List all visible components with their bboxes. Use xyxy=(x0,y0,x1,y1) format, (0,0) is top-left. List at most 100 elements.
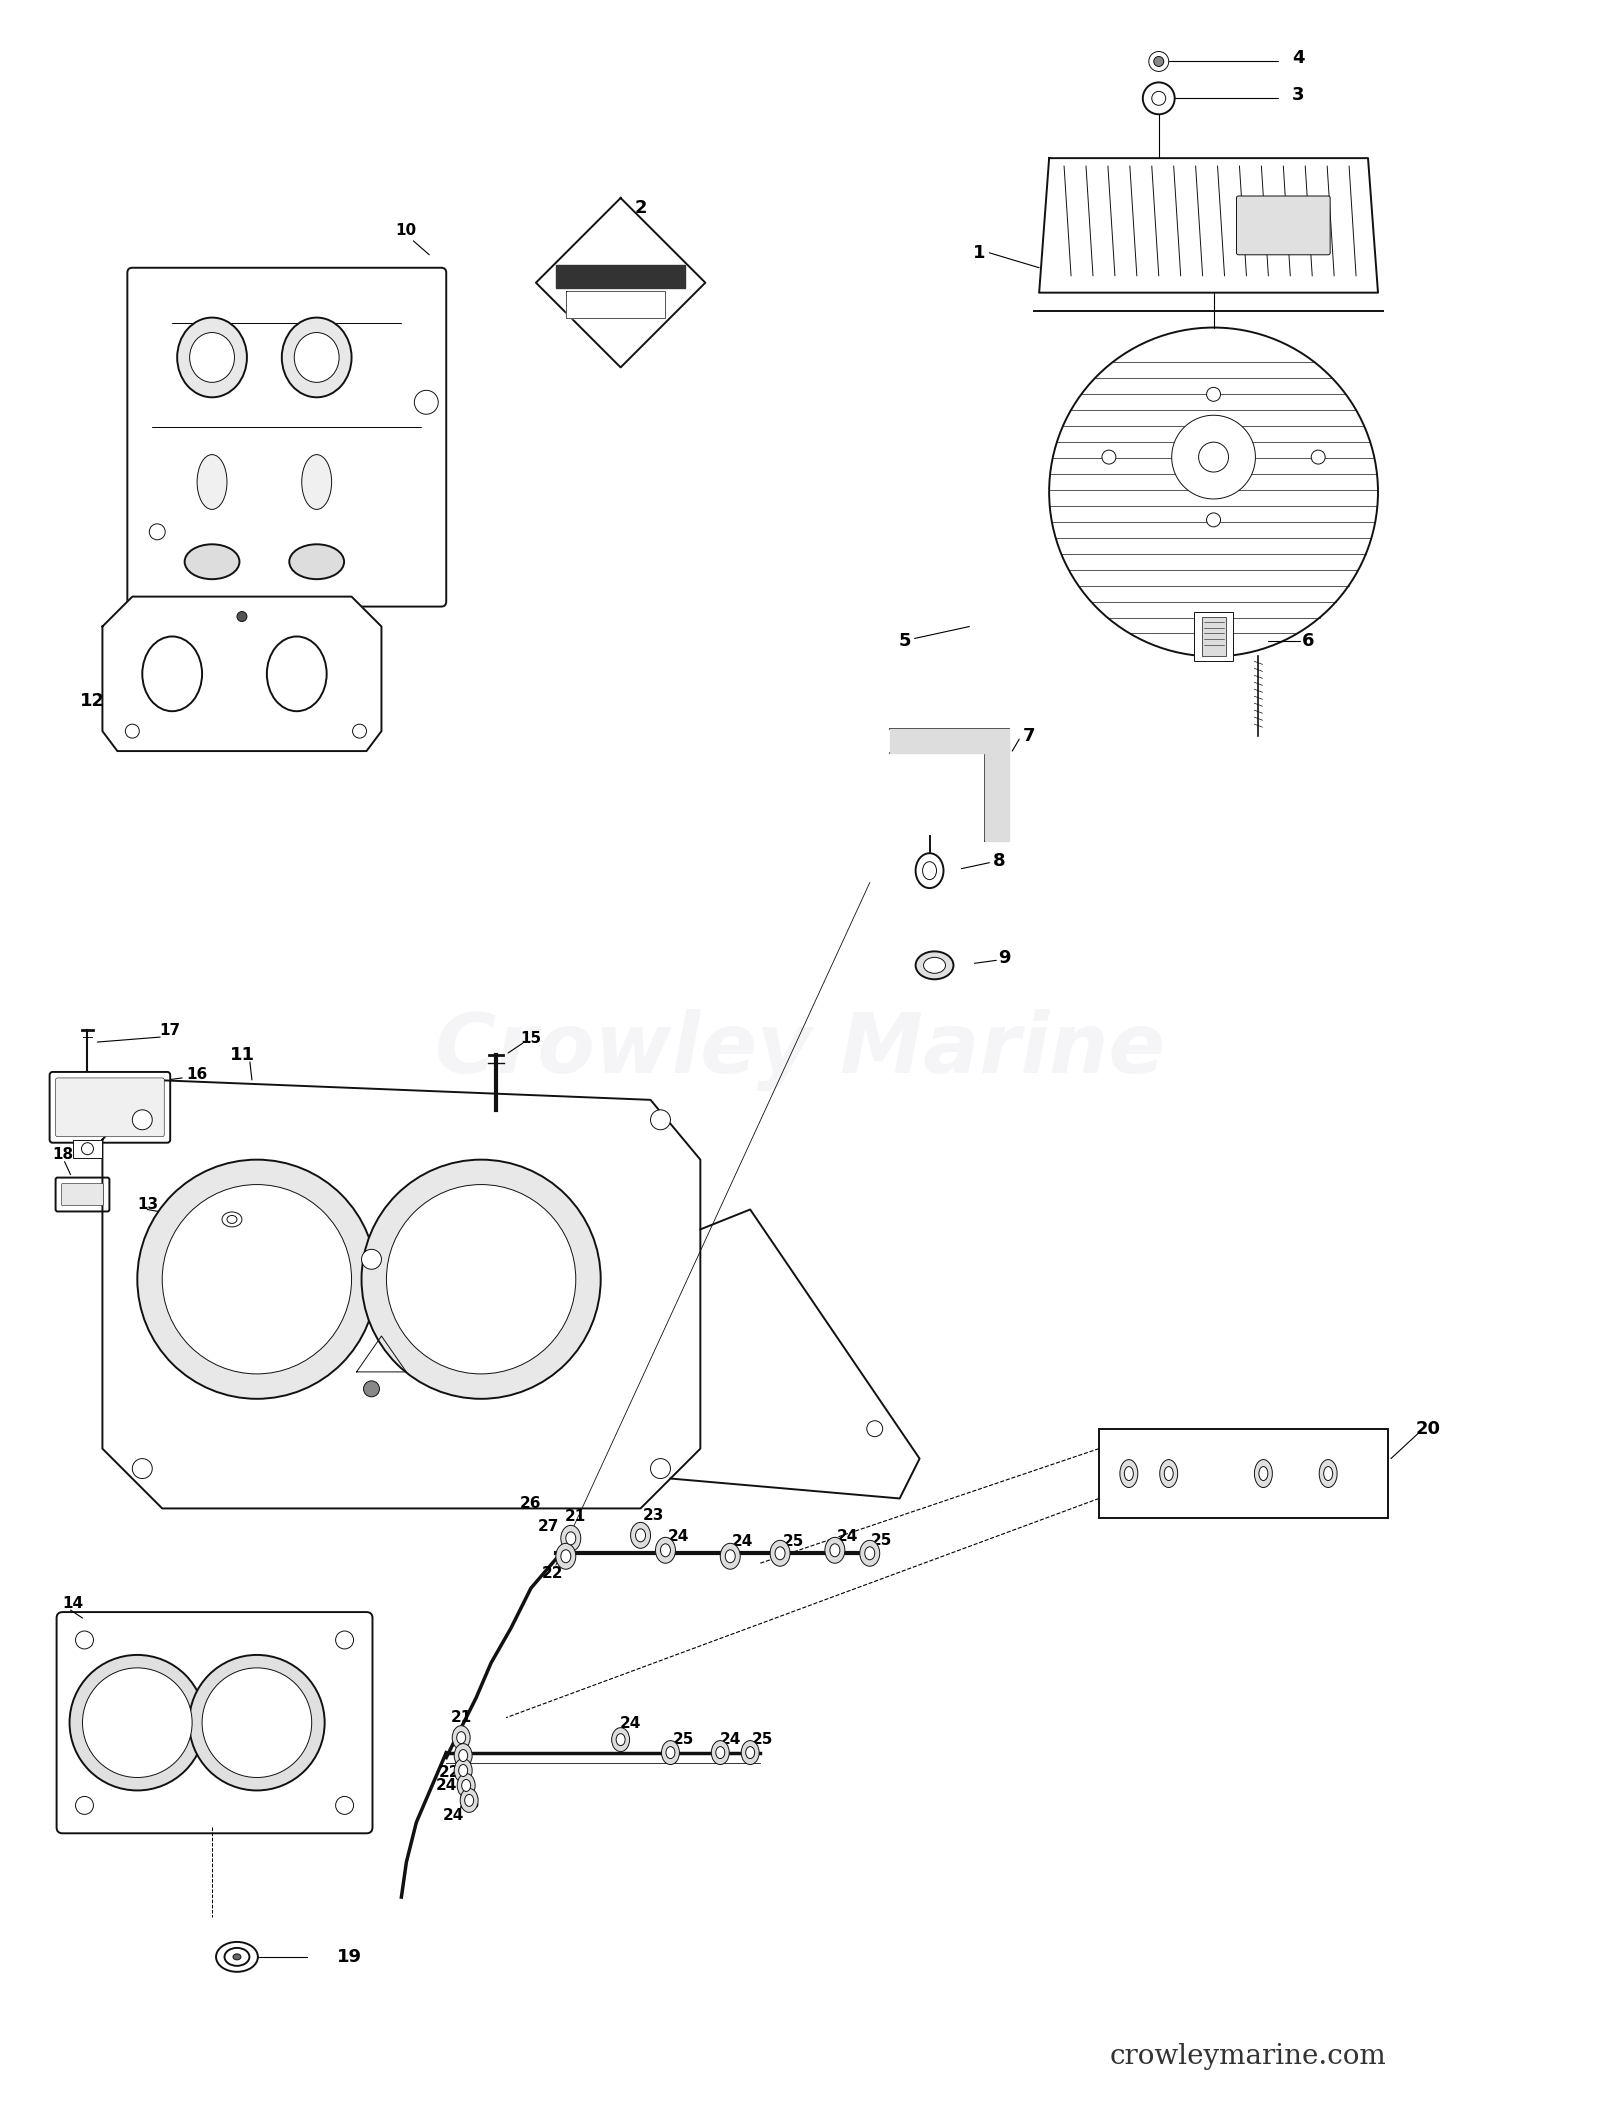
Circle shape xyxy=(75,1630,93,1649)
Ellipse shape xyxy=(290,544,344,580)
Circle shape xyxy=(363,1380,379,1397)
Text: 24: 24 xyxy=(837,1528,859,1543)
Text: 22: 22 xyxy=(542,1567,563,1581)
Text: 12: 12 xyxy=(80,692,106,709)
Ellipse shape xyxy=(1323,1467,1333,1480)
Text: 3: 3 xyxy=(1293,87,1304,104)
Ellipse shape xyxy=(562,1526,581,1552)
Ellipse shape xyxy=(830,1543,840,1556)
FancyBboxPatch shape xyxy=(56,1611,373,1833)
FancyBboxPatch shape xyxy=(56,1078,165,1137)
Text: 4: 4 xyxy=(1293,49,1304,68)
Circle shape xyxy=(336,1630,354,1649)
Ellipse shape xyxy=(267,637,326,711)
Circle shape xyxy=(414,390,438,415)
Ellipse shape xyxy=(923,862,936,881)
FancyBboxPatch shape xyxy=(128,267,446,608)
Ellipse shape xyxy=(222,1211,242,1228)
Text: 15: 15 xyxy=(520,1031,541,1046)
Text: 25: 25 xyxy=(752,1732,773,1747)
Ellipse shape xyxy=(184,544,240,580)
Text: 5: 5 xyxy=(898,633,910,650)
Ellipse shape xyxy=(459,1766,467,1776)
Ellipse shape xyxy=(774,1548,786,1560)
Ellipse shape xyxy=(630,1522,651,1548)
Ellipse shape xyxy=(459,1749,467,1761)
Circle shape xyxy=(1050,328,1378,656)
Circle shape xyxy=(1206,512,1221,527)
Ellipse shape xyxy=(142,637,202,711)
Ellipse shape xyxy=(294,332,339,383)
FancyBboxPatch shape xyxy=(61,1183,104,1205)
Ellipse shape xyxy=(555,1543,576,1569)
FancyBboxPatch shape xyxy=(50,1071,170,1143)
Text: 10: 10 xyxy=(395,224,418,239)
Circle shape xyxy=(1102,451,1115,464)
Ellipse shape xyxy=(915,853,944,889)
Text: 7: 7 xyxy=(1022,726,1035,745)
Circle shape xyxy=(1206,387,1221,402)
Text: 17: 17 xyxy=(160,1023,181,1037)
Text: 21: 21 xyxy=(451,1711,472,1725)
Circle shape xyxy=(336,1797,354,1814)
Ellipse shape xyxy=(720,1543,741,1569)
Ellipse shape xyxy=(227,1215,237,1224)
Text: 13: 13 xyxy=(138,1196,158,1213)
Ellipse shape xyxy=(456,1732,466,1744)
Text: 19: 19 xyxy=(336,1948,362,1967)
Ellipse shape xyxy=(1318,1459,1338,1488)
Circle shape xyxy=(1152,91,1166,106)
Polygon shape xyxy=(890,728,1010,754)
Circle shape xyxy=(162,1186,352,1374)
Ellipse shape xyxy=(224,1948,250,1967)
Ellipse shape xyxy=(1120,1459,1138,1488)
Ellipse shape xyxy=(715,1747,725,1759)
Polygon shape xyxy=(566,290,666,318)
Text: 28: 28 xyxy=(459,1795,480,1810)
Circle shape xyxy=(125,724,139,739)
Ellipse shape xyxy=(859,1541,880,1567)
FancyBboxPatch shape xyxy=(56,1177,109,1211)
Ellipse shape xyxy=(282,318,352,398)
Text: 25: 25 xyxy=(870,1533,893,1548)
Ellipse shape xyxy=(915,951,954,980)
Ellipse shape xyxy=(661,1543,670,1556)
Circle shape xyxy=(1171,415,1256,500)
Polygon shape xyxy=(536,199,706,368)
Polygon shape xyxy=(986,741,1010,840)
Circle shape xyxy=(362,1249,381,1270)
Circle shape xyxy=(352,724,366,739)
Circle shape xyxy=(1149,51,1168,72)
Ellipse shape xyxy=(566,1533,576,1545)
Ellipse shape xyxy=(454,1759,472,1783)
Circle shape xyxy=(362,1160,600,1399)
Circle shape xyxy=(1154,57,1163,66)
Ellipse shape xyxy=(666,1747,675,1759)
Polygon shape xyxy=(1038,159,1378,292)
Ellipse shape xyxy=(562,1550,571,1562)
Text: 14: 14 xyxy=(62,1596,83,1611)
Text: 24: 24 xyxy=(720,1732,741,1747)
Text: 1: 1 xyxy=(973,243,986,263)
Text: 20: 20 xyxy=(1416,1421,1440,1437)
Ellipse shape xyxy=(770,1541,790,1567)
Circle shape xyxy=(149,523,165,540)
Bar xyxy=(1202,616,1226,656)
Polygon shape xyxy=(102,597,381,752)
Circle shape xyxy=(69,1655,205,1791)
Text: 26: 26 xyxy=(520,1497,542,1512)
Text: 21: 21 xyxy=(565,1509,587,1524)
Ellipse shape xyxy=(923,957,946,974)
Bar xyxy=(1099,1429,1387,1518)
Text: 24: 24 xyxy=(731,1535,754,1550)
Ellipse shape xyxy=(1165,1467,1173,1480)
Ellipse shape xyxy=(746,1747,755,1759)
Ellipse shape xyxy=(1160,1459,1178,1488)
Polygon shape xyxy=(1034,292,1382,311)
Text: 22: 22 xyxy=(438,1766,459,1780)
Ellipse shape xyxy=(741,1740,758,1766)
Text: 24: 24 xyxy=(619,1717,642,1732)
Polygon shape xyxy=(102,1080,701,1509)
Circle shape xyxy=(867,1421,883,1437)
Ellipse shape xyxy=(1125,1467,1133,1480)
